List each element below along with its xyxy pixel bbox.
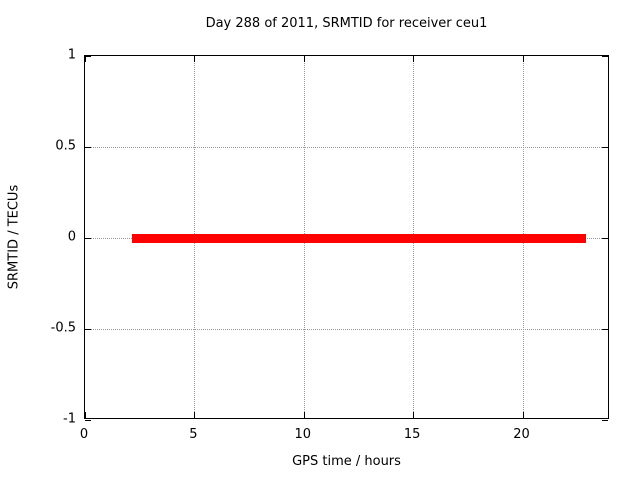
x-tick-mark-bottom	[194, 412, 196, 418]
y-tick-mark-right	[602, 420, 608, 421]
y-tick-mark-left	[85, 147, 91, 148]
data-series-line	[132, 233, 586, 243]
x-tick-mark-bottom	[303, 412, 305, 418]
x-tick-mark-top	[303, 56, 305, 62]
y-tick-label: 0	[67, 229, 76, 245]
x-tick-label: 15	[403, 427, 421, 442]
x-tick-mark-top	[194, 56, 196, 62]
x-tick-mark-top	[522, 56, 524, 62]
x-tick-mark-bottom	[522, 412, 524, 418]
x-tick-mark-bottom	[413, 412, 415, 418]
y-tick-mark-right	[602, 238, 608, 239]
x-tick-label: 20	[513, 427, 530, 442]
y-tick-mark-left	[85, 329, 91, 330]
y-tick-mark-left	[85, 238, 91, 239]
y-gridline	[85, 329, 608, 330]
y-tick-mark-left	[85, 420, 91, 421]
y-gridline	[85, 147, 608, 148]
plot-area	[84, 55, 609, 421]
x-tick-label: 0	[79, 427, 89, 442]
x-tick-mark-top	[413, 56, 415, 62]
y-tick-mark-left	[85, 56, 91, 57]
x-tick-mark-bottom	[85, 412, 86, 418]
y-tick-label: -0.5	[50, 320, 76, 336]
y-tick-label: -1	[63, 411, 76, 427]
x-tick-label: 5	[189, 427, 198, 442]
x-tick-label: 10	[294, 427, 312, 442]
y-tick-label: 1	[67, 47, 76, 63]
y-tick-label: 0.5	[55, 138, 76, 154]
y-tick-mark-right	[602, 56, 608, 57]
y-tick-mark-right	[602, 329, 608, 330]
y-tick-mark-right	[602, 147, 608, 148]
x-axis-label: GPS time / hours	[292, 454, 401, 469]
chart-title: Day 288 of 2011, SRMTID for receiver ceu…	[205, 16, 488, 31]
x-tick-mark-top	[85, 56, 86, 62]
